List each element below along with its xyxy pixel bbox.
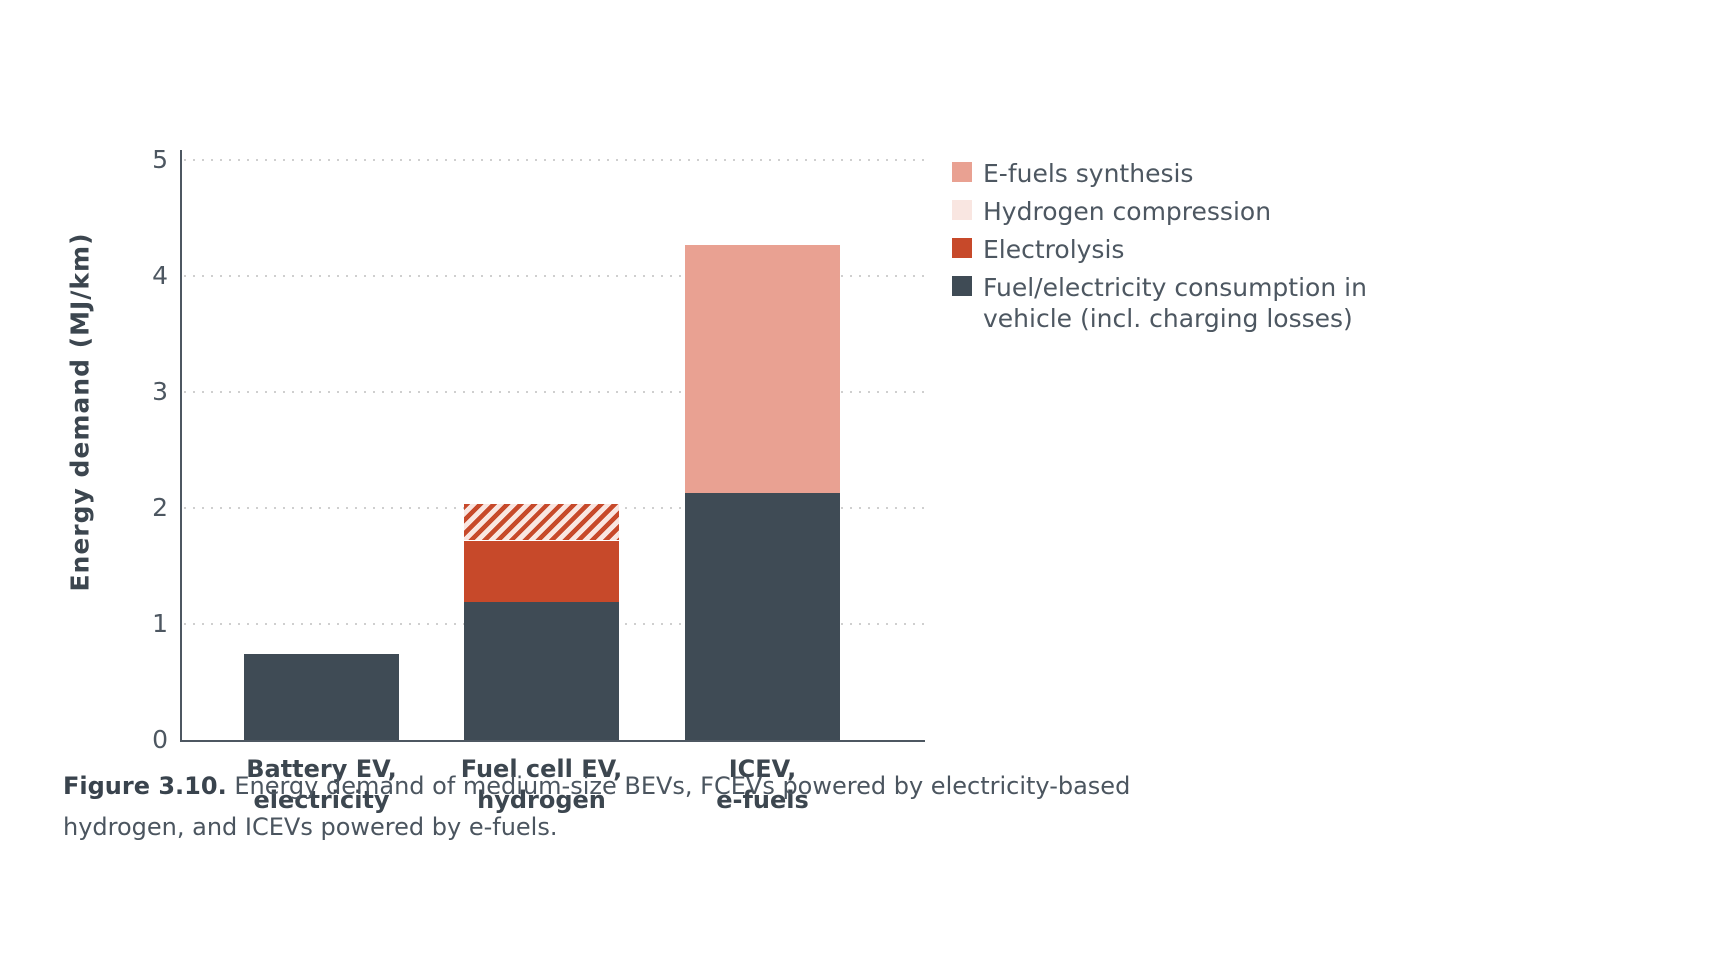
x-tick-label-1: Battery EV, electricity <box>246 755 397 814</box>
bar-segment-e-fuels <box>685 245 840 493</box>
y-tick-label-1: 1 <box>152 609 168 638</box>
bar-segment-fuelelectricity <box>464 602 619 740</box>
legend-item-3: Electrolysis <box>952 234 1367 265</box>
y-tick-label-5: 5 <box>152 145 168 174</box>
y-tick-label-4: 4 <box>152 261 168 290</box>
x-tick-label-2: Fuel cell EV, hydrogen <box>460 755 623 814</box>
legend-swatch-4 <box>952 276 972 296</box>
bar-segment-electrolysis <box>464 541 619 602</box>
y-tick-label-0: 0 <box>152 725 168 754</box>
chart-plot-area <box>180 150 925 742</box>
y-tick-label-2: 2 <box>152 493 168 522</box>
legend-item-4: Fuel/electricity consumption in vehicle … <box>952 272 1367 334</box>
gridline-y-4 <box>184 275 925 277</box>
legend-label-4: Fuel/electricity consumption in vehicle … <box>983 273 1367 333</box>
legend-swatch-1 <box>952 162 972 182</box>
legend-label-2: Hydrogen compression <box>983 197 1272 226</box>
legend-item-2: Hydrogen compression <box>952 196 1367 227</box>
legend-item-1: E-fuels synthesis <box>952 158 1367 189</box>
figure-caption: Figure 3.10. Energy demand of medium-siz… <box>63 766 1313 848</box>
bar-segment-fuelelectricity <box>685 493 840 740</box>
bar-segment-hydrogen <box>464 504 619 540</box>
y-axis-title: Energy demand (MJ/km) <box>65 232 95 592</box>
caption-line-1: Figure 3.10. Energy demand of medium-siz… <box>63 766 1313 807</box>
x-tick-label-3: ICEV, e-fuels <box>716 755 809 814</box>
legend-label-3: Electrolysis <box>983 235 1125 264</box>
gridline-y-5 <box>184 159 925 161</box>
caption-figure-number: Figure 3.10. <box>63 772 227 800</box>
chart-legend: E-fuels synthesis Hydrogen compression Ele… <box>952 158 1367 341</box>
legend-label-1: E-fuels synthesis <box>983 159 1194 188</box>
y-tick-label-3: 3 <box>152 377 168 406</box>
gridline-y-3 <box>184 391 925 393</box>
legend-swatch-3 <box>952 238 972 258</box>
caption-text-line2: hydrogen, and ICEVs powered by e-fuels. <box>63 813 558 841</box>
caption-text-line1: Energy demand of medium-size BEVs, FCEVs… <box>234 772 1131 800</box>
bar-segment-fuelelectricity <box>244 654 399 740</box>
legend-swatch-2 <box>952 200 972 220</box>
